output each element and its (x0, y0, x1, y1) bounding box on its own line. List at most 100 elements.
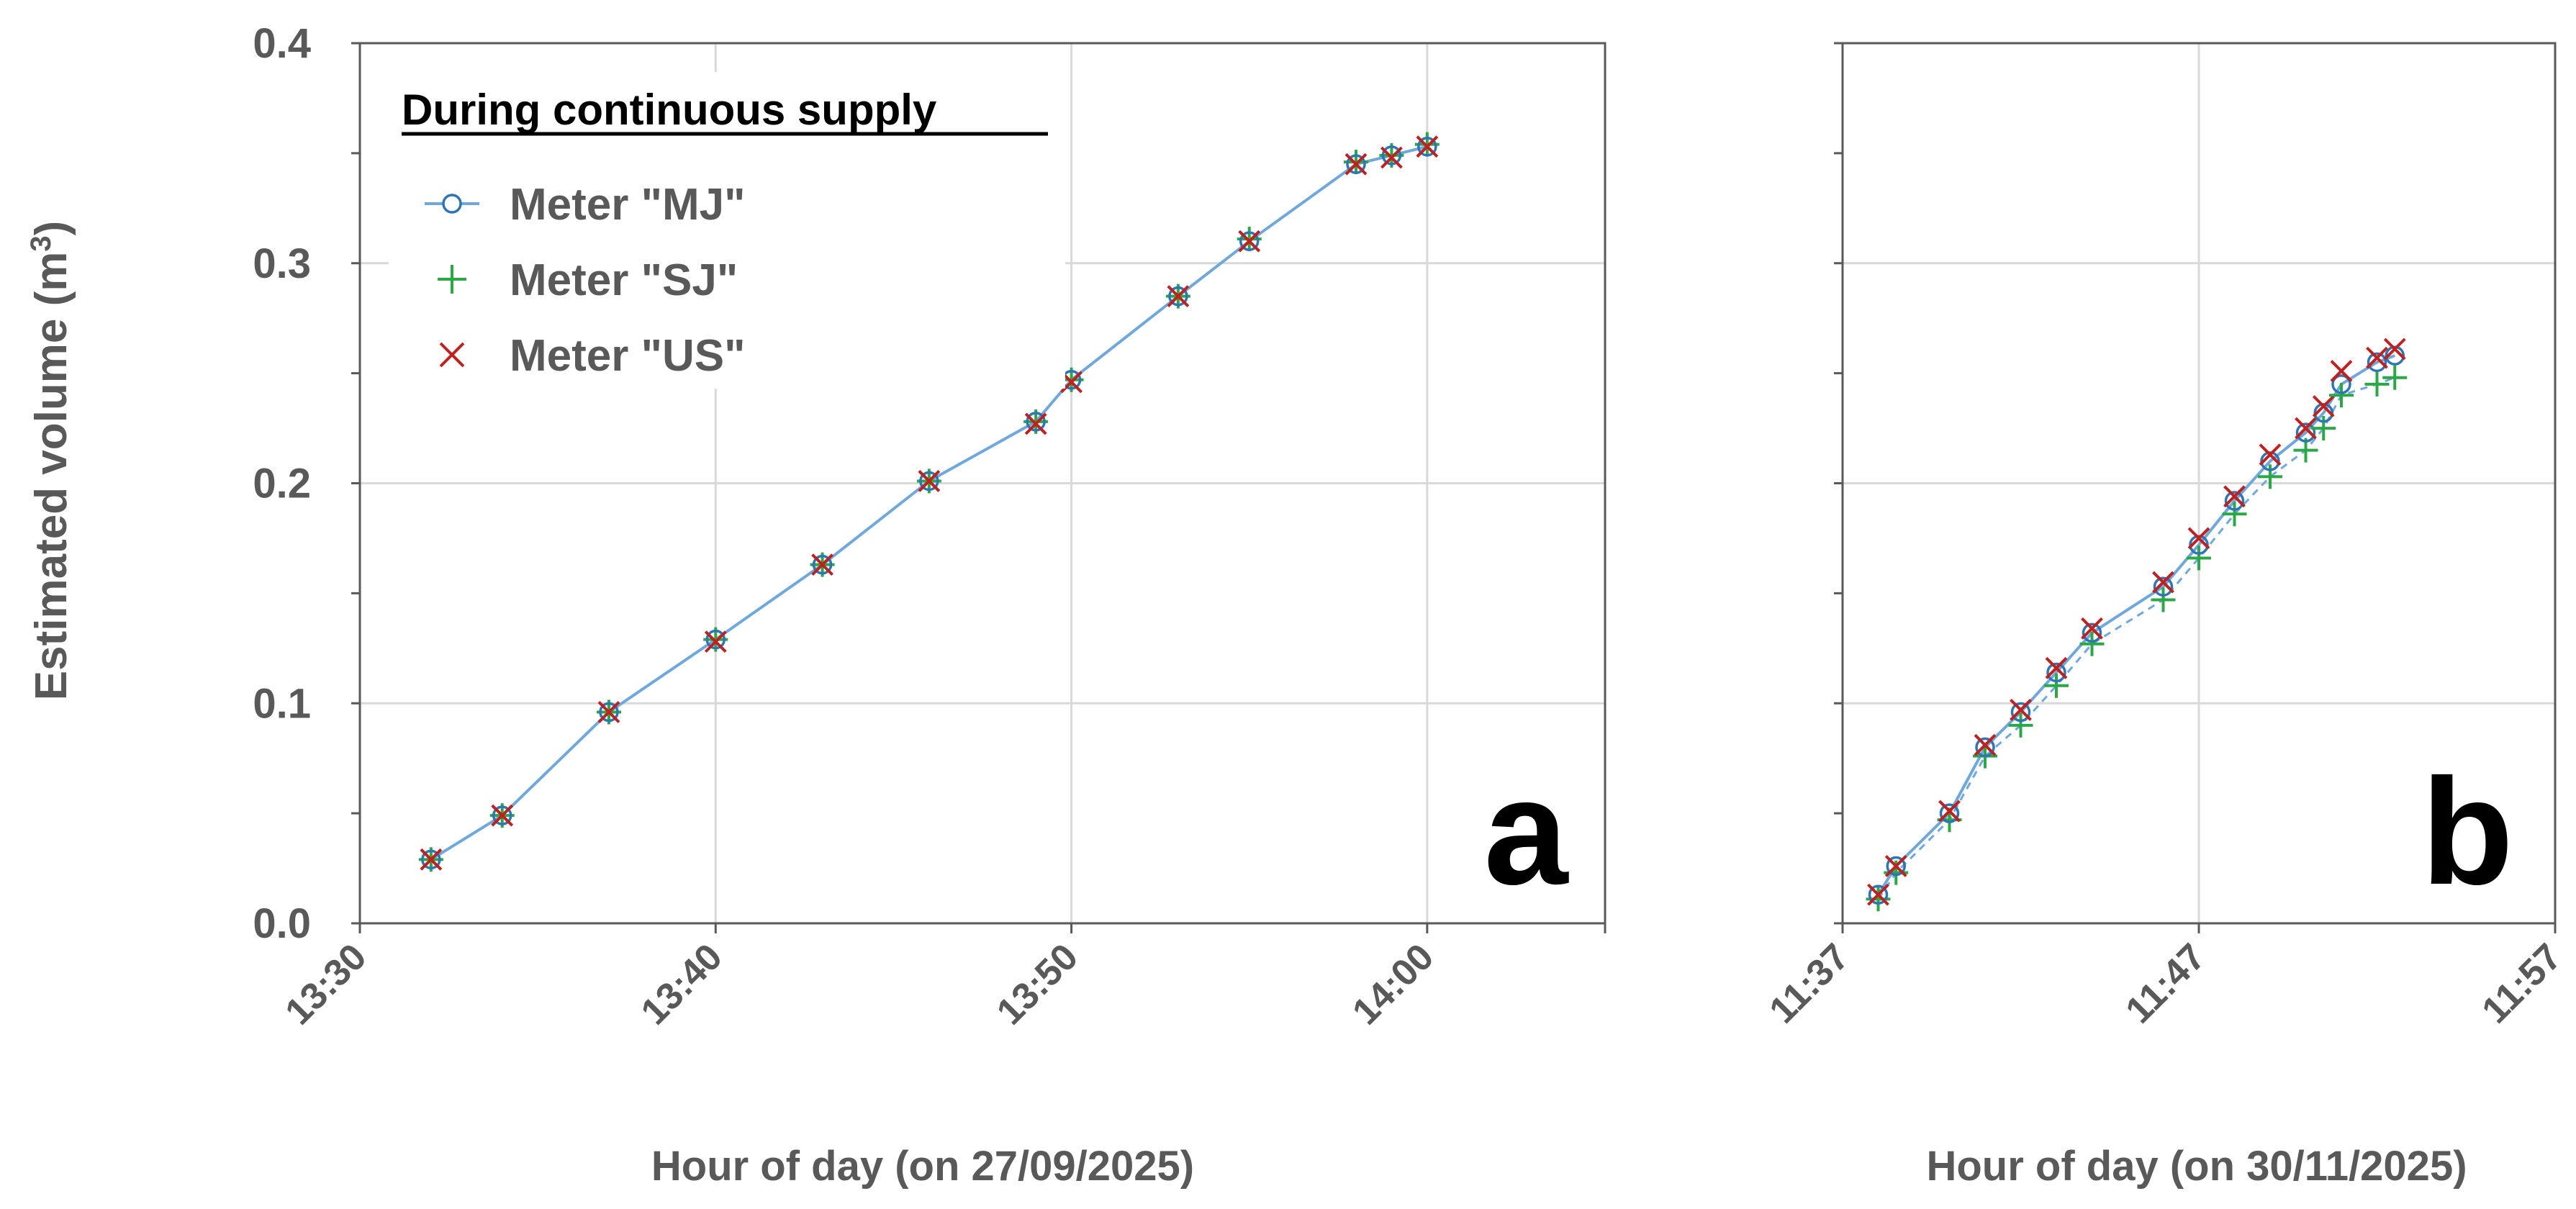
panel-b-x-tick-label: 11:47 (2118, 936, 2213, 1031)
panel-b-us-point (2081, 617, 2103, 640)
panel-b-series-mj-line (1876, 354, 2395, 896)
y-tick-label: 0.1 (253, 680, 311, 727)
panel-a-mj-point (1026, 412, 1046, 432)
panel-a-us-point (1167, 285, 1190, 308)
panel-b-series (1866, 338, 2408, 912)
panel-a-us-point (420, 848, 443, 871)
panel-a-label: a (1484, 747, 1570, 916)
panel-b-frame (1841, 42, 2557, 925)
panel-a-mj-point (492, 805, 512, 825)
panel-a-us-point (1416, 135, 1439, 158)
y-axis-label: Estimated volume (m3) (25, 221, 76, 701)
legend-mj-marker (442, 194, 462, 214)
us-marker-b (1884, 855, 1907, 877)
panel-a-x-axis-label: Hour of day (on 27/09/2025) (651, 1143, 1194, 1190)
legend-us-marker-b (439, 342, 465, 368)
panel-b-mj-point (2295, 422, 2316, 443)
panel-b-mj-point (2153, 576, 2174, 597)
us-marker-b (2045, 656, 2068, 679)
panel-a-x-tick-labels: 13:30 13:40 13:50 14:00 (277, 936, 1442, 1033)
panel-a-x-tick-label: 13:30 (277, 936, 374, 1033)
panel-b-us-point (1938, 800, 1961, 823)
us-marker-b (2152, 571, 2174, 594)
us-marker-b (2259, 443, 2282, 466)
us-marker-b (597, 701, 620, 723)
panel-b-us-point (2152, 571, 2174, 594)
legend-entries: Meter "MJ" Meter "SJ" Meter "US" (425, 180, 746, 381)
us-marker-b (2383, 338, 2406, 361)
panel-b-sj-point (2311, 416, 2336, 441)
panel-a-mj-point (421, 849, 441, 870)
us-marker-b (2330, 360, 2353, 382)
us-marker-b (2187, 527, 2210, 550)
panel-b-us-point (1974, 733, 1997, 756)
panel-b-mj-point (2082, 622, 2102, 643)
panel-b-sj-point (2222, 502, 2247, 527)
panel-a-mj-point (812, 554, 833, 575)
us-marker-b (2366, 346, 2388, 369)
panel-a-us-point (811, 553, 833, 576)
panel-b-x-tick-label: 11:37 (1761, 936, 1857, 1031)
panel-a-mj-point (1168, 286, 1188, 307)
panel-a-x-tick-label: 13:40 (633, 936, 731, 1033)
panel-b-mj-point (1975, 737, 1995, 758)
panel-b-us-point (2187, 527, 2210, 550)
panel-a-mj-point (1381, 145, 1402, 166)
us-marker-b (918, 470, 941, 492)
panel-b-sj-point (2187, 545, 2211, 571)
panel-a-mj-point (1417, 136, 1437, 157)
us-marker-b (2010, 699, 2032, 721)
panel-b-grid (1834, 42, 2557, 933)
panel-b-sj-point (2258, 464, 2282, 489)
us-marker-b (1380, 146, 1403, 169)
us-marker-b (2295, 417, 2317, 440)
us-marker-b (420, 848, 443, 871)
legend-entry-label: Meter "SJ" (510, 255, 738, 305)
panel-b-label: b (2421, 747, 2513, 916)
panel-a-x-tick-label: 14:00 (1345, 936, 1442, 1033)
panel-b-sj-point (2364, 371, 2390, 397)
us-marker-b (2223, 485, 2246, 508)
panel-b-us-point (2295, 417, 2317, 440)
panel-a-series (418, 132, 1440, 872)
panel-a-us-point (1024, 412, 1047, 435)
us-marker-b (1867, 883, 1889, 906)
legend-entry-label: Meter "MJ" (510, 180, 746, 230)
panel-b-us-point (2223, 485, 2246, 508)
panel-a-mj-point (1239, 231, 1260, 251)
legend-entry-label: Meter "US" (510, 331, 746, 381)
panel-a-us-point (1345, 153, 1368, 176)
panel-a-us-point (918, 470, 941, 492)
panel-a-us-point (491, 804, 514, 827)
panel-b-us-point (2383, 338, 2406, 361)
panel-b-sj-point (2382, 365, 2408, 390)
y-axis-tick-labels: 0.0 0.1 0.2 0.3 0.4 (253, 20, 311, 947)
us-marker-b (1024, 412, 1047, 435)
us-marker-b (1345, 153, 1368, 176)
us-marker-b (811, 553, 833, 576)
panel-b-us-point (2312, 395, 2335, 417)
panel-b-us-point (2010, 699, 2032, 721)
us-marker-b (1416, 135, 1439, 158)
y-tick-label: 0.0 (253, 900, 311, 947)
panel-a-mj-point (599, 702, 619, 723)
panel-b-sj-point (2329, 383, 2354, 408)
panel-b-mj-point (2046, 662, 2066, 683)
panel-b-us-point (2259, 443, 2282, 466)
us-marker-b (1060, 371, 1083, 394)
us-marker-b (2081, 617, 2103, 640)
panel-a-mj-point (1346, 154, 1366, 174)
panel-b-sj-point (2008, 712, 2033, 738)
panel-a-us-point (704, 630, 727, 653)
legend-title: During continuous supply (402, 86, 937, 134)
us-marker-b (704, 630, 727, 653)
panel-b-us-point (2330, 360, 2353, 382)
us-marker-b (1167, 285, 1190, 308)
y-tick-label: 0.2 (253, 461, 311, 507)
legend: During continuous supply Meter "MJ"Meter… (389, 72, 1065, 389)
panel-b-mj-point (1939, 803, 1960, 823)
panel-a-x-tick-label: 13:50 (989, 936, 1086, 1033)
us-marker-b (491, 804, 514, 827)
us-marker-b (1238, 230, 1261, 253)
